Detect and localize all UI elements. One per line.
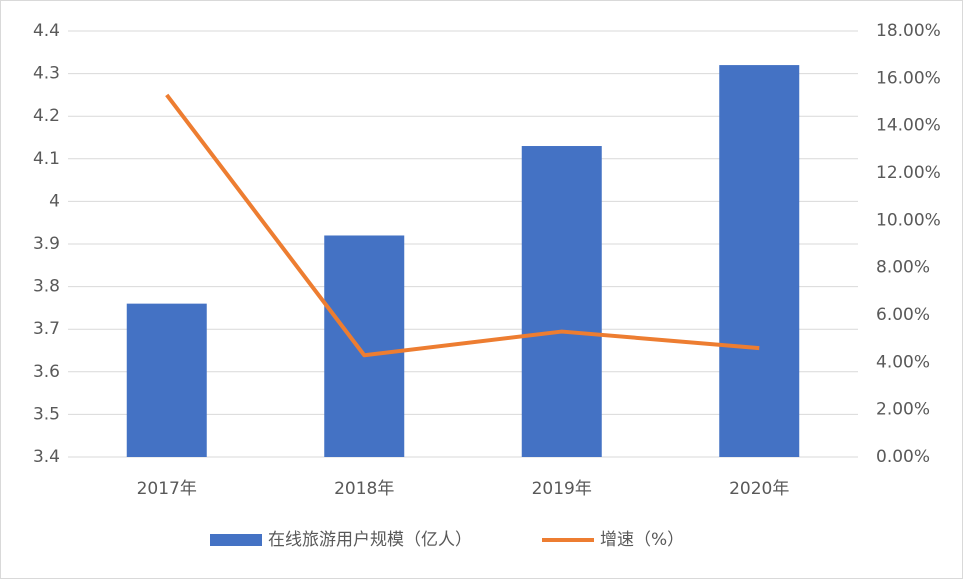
bar	[324, 235, 405, 457]
legend-swatch	[210, 534, 262, 546]
y2-tick-label: 16.00%	[876, 68, 941, 88]
y2-tick-label: 2.00%	[876, 400, 930, 420]
x-tick-label: 2017年	[137, 479, 197, 499]
y-tick-label: 4.1	[33, 149, 60, 169]
y2-tick-label: 12.00%	[876, 163, 941, 183]
y-tick-label: 4	[49, 191, 60, 211]
x-tick-label: 2018年	[334, 479, 394, 499]
y-tick-label: 3.7	[33, 319, 60, 339]
y-tick-label: 4.2	[33, 106, 60, 126]
x-tick-label: 2020年	[729, 479, 789, 499]
y2-tick-label: 4.00%	[876, 352, 930, 372]
y-tick-label: 4.4	[33, 21, 60, 41]
y2-tick-label: 10.00%	[876, 210, 941, 230]
y2-tick-label: 18.00%	[876, 21, 941, 41]
y2-tick-label: 0.00%	[876, 447, 930, 467]
y2-tick-label: 14.00%	[876, 116, 941, 136]
y-tick-label: 3.9	[33, 234, 60, 254]
y-tick-label: 3.4	[33, 447, 60, 467]
bar	[521, 146, 602, 457]
y2-tick-label: 6.00%	[876, 305, 930, 325]
bar	[126, 303, 207, 457]
legend-label: 在线旅游用户规模（亿人）	[268, 530, 472, 550]
y-tick-label: 3.6	[33, 362, 60, 382]
x-tick-label: 2019年	[532, 479, 592, 499]
y-tick-label: 4.3	[33, 64, 60, 84]
line	[165, 93, 760, 358]
y-tick-label: 3.8	[33, 277, 60, 297]
legend-label: 增速（%）	[600, 530, 684, 550]
y2-tick-label: 8.00%	[876, 258, 930, 278]
bar	[719, 65, 800, 457]
y-tick-label: 3.5	[33, 404, 60, 424]
